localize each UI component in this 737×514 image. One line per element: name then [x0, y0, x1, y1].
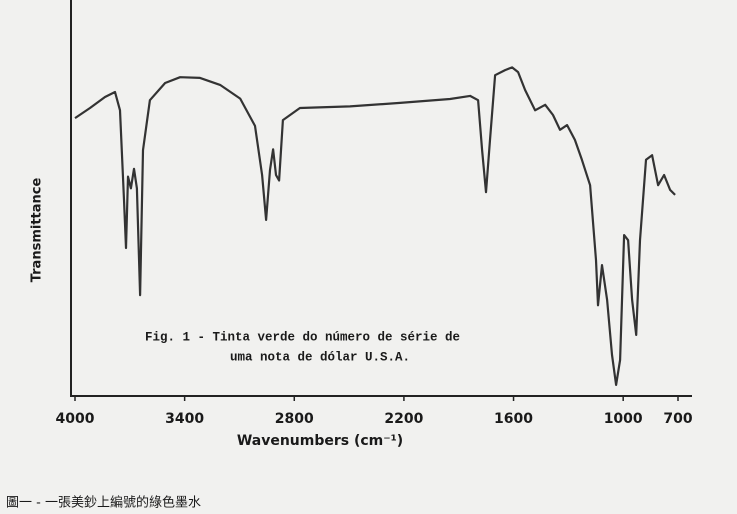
x-tick-label: 700	[663, 411, 692, 427]
annotation: Fig. 1 - Tinta verde do número de série …	[145, 330, 460, 344]
caption: 圖一 - 一張美鈔上編號的綠色墨水	[6, 495, 201, 511]
x-tick-label: 2800	[275, 411, 314, 427]
x-tick-label: 1000	[604, 411, 643, 427]
x-tick-label: 1600	[494, 411, 533, 427]
annotation: uma nota de dólar U.S.A.	[230, 350, 410, 364]
x-tick-label: 3400	[165, 411, 204, 427]
x-tick-label: 2200	[384, 411, 423, 427]
y-axis-label: Transmittance	[30, 178, 45, 283]
x-tick-label: 4000	[56, 411, 95, 427]
x-axis-label: Wavenumbers (cm⁻¹)	[237, 433, 403, 449]
spectrum-line	[74, 66, 676, 386]
